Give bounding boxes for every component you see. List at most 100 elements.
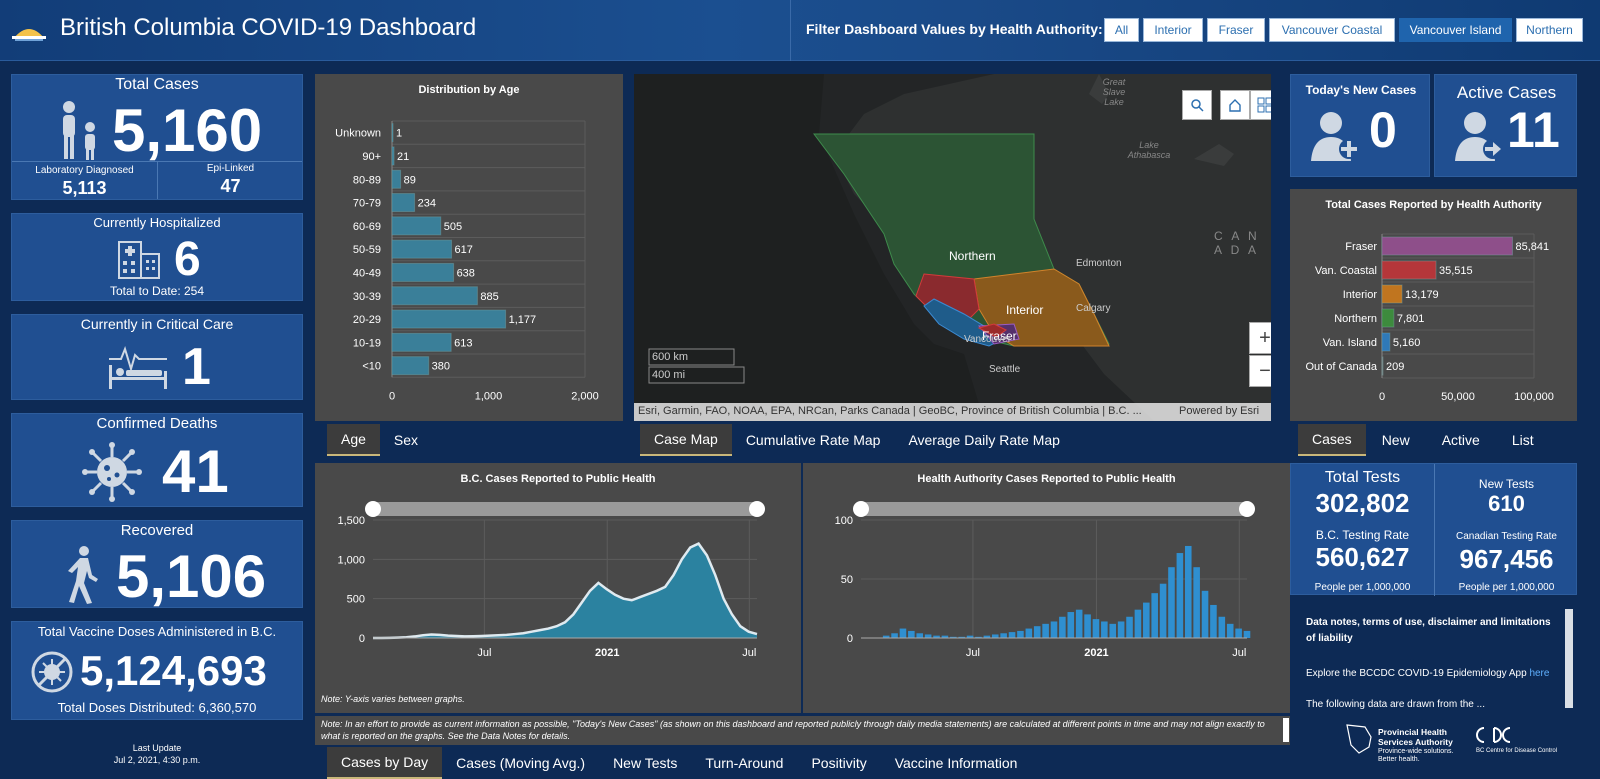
data-label: 5,160 xyxy=(1393,337,1421,349)
critical-care-title: Currently in Critical Care xyxy=(80,316,234,332)
category-label: 50-59 xyxy=(353,244,381,256)
filter-fraser-button[interactable]: Fraser xyxy=(1207,18,1265,42)
bar xyxy=(391,193,416,213)
ha-tabs: Cases New Active List xyxy=(1298,424,1550,456)
add-person-icon xyxy=(1311,112,1359,161)
new-cases-panel: Today's New Cases 0 xyxy=(1290,74,1430,177)
bar xyxy=(1075,609,1083,638)
category-label: 80-89 xyxy=(353,174,381,186)
bc-testing-rate-label: B.C. Testing Rate xyxy=(1315,528,1410,542)
lab-diagnosed-value: 5,113 xyxy=(62,178,107,198)
map-tabs: Case Map Cumulative Rate Map Average Dai… xyxy=(640,424,1074,456)
tab-active[interactable]: Active xyxy=(1441,432,1480,448)
y-tick-label: 500 xyxy=(347,594,365,606)
person-arrow-icon xyxy=(1455,112,1503,161)
map-label-northern: Northern xyxy=(949,249,996,263)
hospital-bed-icon xyxy=(109,345,167,389)
case-map[interactable]: Northern Interior Fraser Vancouver Edmon… xyxy=(634,74,1271,421)
zoom-out-button[interactable]: − xyxy=(1249,355,1271,387)
map-home-button[interactable] xyxy=(1220,90,1250,120)
tab-positivity[interactable]: Positivity xyxy=(811,755,867,771)
tab-list[interactable]: List xyxy=(1511,432,1534,448)
slider-handle-left xyxy=(853,501,869,517)
bar xyxy=(882,635,890,638)
hospitalized-total-to-date: Total to Date: 254 xyxy=(109,284,205,298)
recovered-panel: Recovered 5,106 xyxy=(11,520,303,608)
bc-cases-title: B.C. Cases Reported to Public Health xyxy=(460,473,656,485)
filter-interior-button[interactable]: Interior xyxy=(1143,18,1203,42)
zoom-in-button[interactable]: + xyxy=(1249,322,1271,354)
bar xyxy=(1176,553,1184,638)
walking-person-icon xyxy=(68,546,98,604)
data-label: 35,515 xyxy=(1439,265,1473,277)
map-search-button[interactable] xyxy=(1182,90,1212,120)
epi-linked-label: Epi-Linked xyxy=(206,163,255,174)
data-notes-panel: Data notes, terms of use, disclaimer and… xyxy=(1290,607,1577,710)
bc-map-logo-icon xyxy=(1346,724,1372,754)
tab-age[interactable]: Age xyxy=(327,424,380,456)
age-distribution-panel: Distribution by Age Unknown 1 90+ 21 80-89 89… xyxy=(315,74,623,421)
bar xyxy=(983,635,991,638)
bar xyxy=(1168,567,1175,638)
notes-more-text: The following data are drawn from the ..… xyxy=(1306,699,1485,710)
critical-care-value: 1 xyxy=(182,338,211,396)
new-tests-value: 610 xyxy=(1488,491,1525,516)
tab-turn-around[interactable]: Turn-Around xyxy=(705,755,784,771)
tab-case-map[interactable]: Case Map xyxy=(640,424,732,456)
bar xyxy=(1381,332,1391,352)
vaccine-doses-distributed: Total Doses Distributed: 6,360,570 xyxy=(57,700,257,715)
hospitalized-panel: Currently Hospitalized 6 Total to Date: … xyxy=(11,213,303,301)
bar xyxy=(1381,260,1437,280)
data-label: 613 xyxy=(454,337,472,349)
tab-cases-moving-avg[interactable]: Cases (Moving Avg.) xyxy=(456,755,586,771)
bar xyxy=(391,146,395,166)
data-notes-title[interactable]: Data notes, terms of use, disclaimer and… xyxy=(1306,617,1551,644)
tab-cumulative-rate-map[interactable]: Cumulative Rate Map xyxy=(745,432,881,448)
tab-cases-by-day[interactable]: Cases by Day xyxy=(327,747,443,779)
attribution-bar xyxy=(634,403,1271,421)
header: British Columbia COVID-19 Dashboard Filt… xyxy=(0,0,1600,61)
tab-cases[interactable]: Cases xyxy=(1298,424,1366,456)
canadian-testing-rate-value: 967,456 xyxy=(1459,544,1554,574)
total-cases-value: 5,160 xyxy=(112,97,263,164)
notes-scrollbar[interactable] xyxy=(1565,609,1573,708)
map-label-fraser: Fraser xyxy=(982,329,1017,343)
x-tick-label: Jul xyxy=(742,647,756,659)
data-label: 638 xyxy=(457,267,475,279)
tab-new-tests[interactable]: New Tests xyxy=(613,755,678,771)
y-tick-label: 0 xyxy=(847,633,853,645)
map-scale-km: 600 km xyxy=(652,351,689,363)
tab-new[interactable]: New xyxy=(1381,432,1410,448)
bar xyxy=(966,635,974,638)
ha-time-chart: 0 50 100 Jul 2021 Jul xyxy=(835,501,1255,659)
bar xyxy=(391,216,442,236)
lab-diagnosed-label: Laboratory Diagnosed xyxy=(35,165,134,176)
map-label-calgary: Calgary xyxy=(1076,303,1111,314)
filter-vancouver-island-button[interactable]: Vancouver Island xyxy=(1399,18,1512,42)
category-label: 90+ xyxy=(362,151,381,163)
vaccine-title: Total Vaccine Doses Administered in B.C. xyxy=(37,624,277,639)
x-tick-label: 0 xyxy=(1379,391,1385,403)
new-tests-label: New Tests xyxy=(1478,477,1535,491)
bar xyxy=(1067,612,1075,638)
filter-northern-button[interactable]: Northern xyxy=(1516,18,1583,42)
moving-average-line xyxy=(373,542,758,640)
map-canvas[interactable] xyxy=(634,74,1271,421)
explore-app-link[interactable]: here xyxy=(1529,668,1550,679)
tab-sex[interactable]: Sex xyxy=(393,432,419,448)
map-basemap-button[interactable] xyxy=(1250,90,1271,120)
map-scale-mi: 400 mi xyxy=(652,369,686,381)
bar xyxy=(1193,567,1200,638)
page-title: British Columbia COVID-19 Dashboard xyxy=(60,14,477,41)
filter-vancouver-coastal-button[interactable]: Vancouver Coastal xyxy=(1269,18,1395,42)
x-tick-label: 0 xyxy=(389,390,395,402)
bar xyxy=(1226,623,1234,638)
filter-all-button[interactable]: All xyxy=(1104,18,1139,42)
tab-vaccine-information[interactable]: Vaccine Information xyxy=(894,755,1018,771)
tab-average-daily-rate-map[interactable]: Average Daily Rate Map xyxy=(908,432,1060,448)
total-tests-label: Total Tests xyxy=(1324,469,1401,486)
explore-app-text: Explore the BCCDC COVID-19 Epidemiology … xyxy=(1306,668,1566,679)
bottom-note-scrollbar[interactable] xyxy=(1283,718,1289,742)
no-virus-icon xyxy=(31,651,73,693)
x-tick-label: 2,000 xyxy=(571,390,599,402)
